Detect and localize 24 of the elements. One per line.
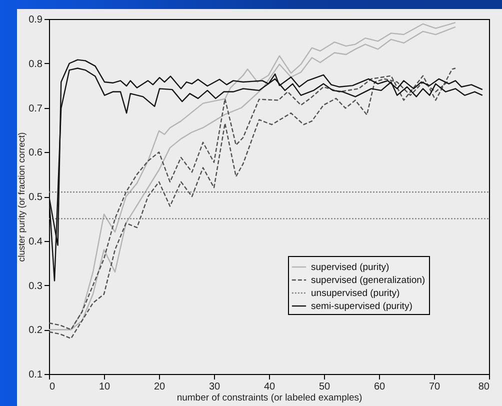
y-tick-label: 0.1 [28, 370, 43, 380]
x-tick-label: 20 [154, 382, 166, 392]
legend-label: supervised (generalization) [311, 275, 426, 286]
y-tick-label: 0.5 [28, 192, 43, 203]
legend-label: unsupervised (purity) [311, 288, 400, 299]
legend-label: supervised (purity) [311, 262, 390, 273]
y-tick-label: 0.4 [28, 236, 43, 248]
y-tick-label: 0.3 [28, 280, 43, 292]
x-tick-label: 80 [478, 382, 490, 392]
x-tick-label: 40 [264, 382, 276, 392]
x-axis-title: number of constraints (or labeled examples) [176, 392, 362, 404]
x-tick-label: 30 [208, 382, 220, 392]
y-tick-label: 0.2 [28, 325, 43, 336]
x-tick-label: 50 [318, 382, 330, 392]
y-tick-label: 0.9 [28, 14, 43, 26]
y-tick-label: 0.7 [28, 103, 43, 114]
x-tick-label: 60 [374, 382, 386, 392]
legend-label: semi-supervised (purity) [311, 301, 412, 312]
x-tick-label: 70 [428, 382, 440, 392]
y-tick-label: 0.6 [28, 148, 43, 159]
x-tick-label: 0 [50, 382, 56, 392]
y-axis-title: cluster purity (or fraction correct) [16, 132, 27, 262]
x-tick-label: 10 [98, 382, 110, 392]
y-tick-label: 0.8 [28, 58, 43, 70]
